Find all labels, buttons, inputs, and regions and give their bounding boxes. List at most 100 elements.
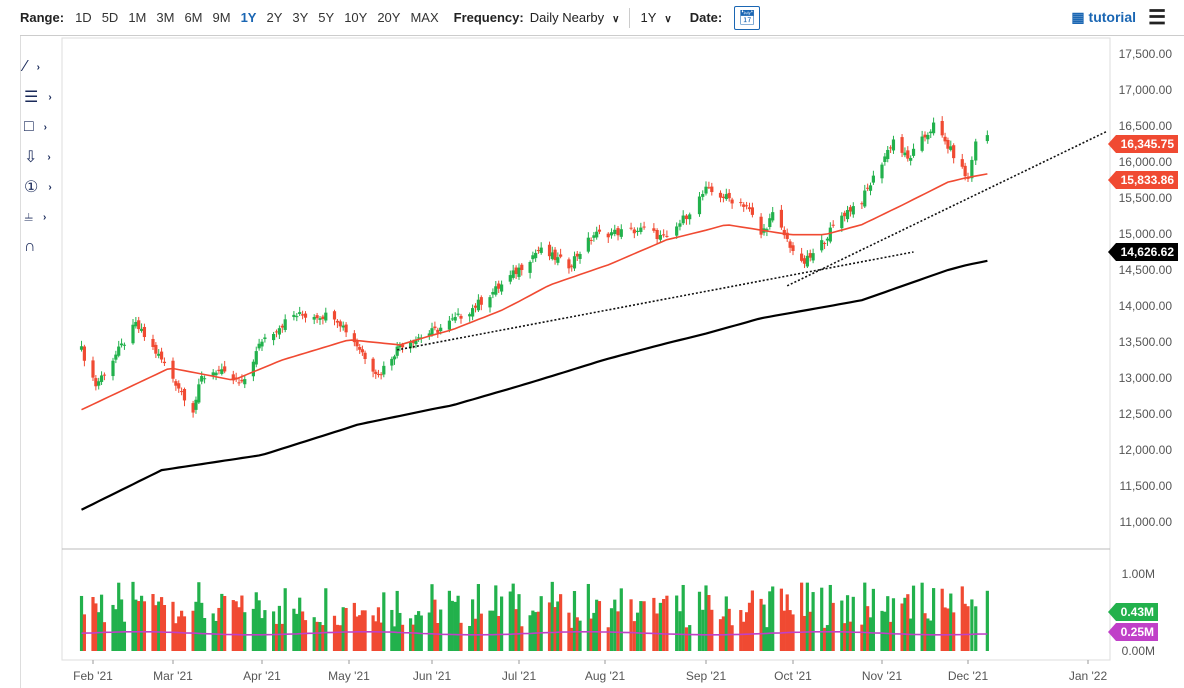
candle-body — [886, 149, 890, 160]
volume-bar — [292, 608, 296, 651]
volume-bar — [556, 601, 560, 651]
volume-bar — [609, 608, 614, 651]
range-max[interactable]: MAX — [410, 10, 439, 25]
candle-body — [963, 165, 967, 177]
volume-bar — [952, 612, 956, 651]
volume-bar — [223, 596, 227, 651]
fib-tool-icon: ☰ — [24, 89, 39, 106]
volume-bar — [488, 610, 492, 651]
candle-body — [433, 326, 437, 329]
rectangle-tool-button[interactable]: □ › — [24, 112, 64, 142]
volume-bar — [707, 595, 711, 651]
price-tick-label: 15,000.00 — [1119, 227, 1173, 241]
candle-body — [745, 205, 749, 207]
volume-bar — [929, 620, 933, 651]
candle-body — [171, 360, 175, 379]
arrow-down-icon: ⇩ — [24, 149, 38, 166]
candle-body — [417, 337, 421, 339]
candle-body — [220, 369, 224, 374]
candle-body — [237, 382, 241, 384]
range-20y[interactable]: 20Y — [377, 10, 401, 25]
fib-tool-button[interactable]: ☰ › — [24, 82, 64, 112]
range-1d[interactable]: 1D — [75, 10, 92, 25]
volume-bar — [762, 604, 766, 651]
calendar-icon[interactable]: 📅︎ — [734, 5, 761, 30]
volume-bar — [456, 595, 460, 651]
film-icon: ▦ — [1071, 9, 1089, 25]
candle-body — [200, 376, 204, 382]
measure-tool-icon: ⫨ — [24, 208, 34, 225]
measure-tool-button[interactable]: ⫨ › — [24, 202, 64, 232]
candle-body — [197, 384, 201, 403]
candle-body — [182, 389, 187, 401]
volume-bar — [966, 606, 970, 651]
x-tick-label: Jan '22 — [1069, 669, 1108, 683]
range-9m[interactable]: 9M — [212, 10, 231, 25]
candle-body — [231, 374, 235, 381]
volume-bar — [417, 611, 421, 651]
ma-long-line — [81, 259, 988, 511]
magnet-button[interactable]: ∩ — [24, 232, 64, 262]
volume-bar — [303, 620, 308, 651]
line-tool-button[interactable]: ∕ › — [24, 52, 64, 82]
volume-bar — [848, 621, 853, 651]
candle-body — [134, 321, 138, 327]
volume-bar — [280, 623, 284, 651]
volume-bar — [642, 601, 646, 651]
candle-body — [254, 351, 258, 365]
range-5y[interactable]: 5Y — [318, 10, 335, 25]
tutorial-label: tutorial — [1088, 9, 1136, 25]
candle-body — [697, 196, 702, 215]
drawing-tools: ∕ › ☰ › □ › ⇩ › ① › ⫨ › ∩ — [24, 52, 64, 262]
volume-tag-bg — [1108, 603, 1158, 621]
candle-body — [488, 297, 492, 308]
range-3y[interactable]: 3Y — [292, 10, 309, 25]
range-1m[interactable]: 1M — [128, 10, 147, 25]
candle-body — [765, 229, 769, 231]
candle-body — [468, 314, 472, 317]
arrow-down-button[interactable]: ⇩ › — [24, 142, 64, 172]
range-6m[interactable]: 6M — [184, 10, 203, 25]
last-close-tag: 16,345.75 — [1121, 137, 1175, 151]
range-1y[interactable]: 1Y — [240, 10, 257, 25]
hamburger-menu-icon[interactable]: ☰ — [1148, 7, 1166, 29]
volume-bar — [845, 595, 850, 651]
range-3m[interactable]: 3M — [156, 10, 175, 25]
candle-body — [223, 366, 227, 372]
candle-body — [376, 373, 381, 375]
volume-bar — [395, 590, 399, 651]
volume-bar — [759, 598, 763, 651]
tutorial-link[interactable]: ▦ tutorial — [1071, 9, 1136, 26]
volume-bar — [508, 591, 512, 651]
trendline — [786, 131, 1107, 287]
candle-body — [97, 381, 101, 386]
volume-bar — [390, 609, 394, 651]
volume-bar — [400, 624, 405, 651]
candle-body — [531, 255, 535, 260]
volume-bar — [974, 606, 978, 651]
candle-body — [606, 233, 610, 238]
range-10y[interactable]: 10Y — [344, 10, 368, 25]
period-select[interactable]: 1Y ∨ — [640, 10, 671, 25]
frequency-select[interactable]: Daily Nearby ∨ — [530, 10, 620, 25]
volume-bar — [932, 588, 936, 651]
candle-body — [932, 122, 936, 134]
candle-body — [570, 265, 574, 267]
candle-body — [681, 215, 685, 224]
volume-ma-line — [81, 630, 988, 636]
range-2y[interactable]: 2Y — [266, 10, 283, 25]
volume-bar — [344, 607, 348, 651]
candle-body — [292, 314, 296, 317]
number-marker-button[interactable]: ① › — [24, 172, 64, 202]
volume-bar — [531, 610, 535, 651]
range-5d[interactable]: 5D — [101, 10, 119, 25]
volume-bar — [200, 602, 204, 651]
x-tick-label: Sep '21 — [686, 669, 727, 683]
volume-bar — [254, 592, 258, 651]
volume-bar — [295, 613, 299, 651]
volume-bar — [427, 612, 431, 651]
candle-body — [514, 267, 518, 275]
volume-bars — [79, 581, 989, 651]
candle-body — [202, 378, 207, 380]
